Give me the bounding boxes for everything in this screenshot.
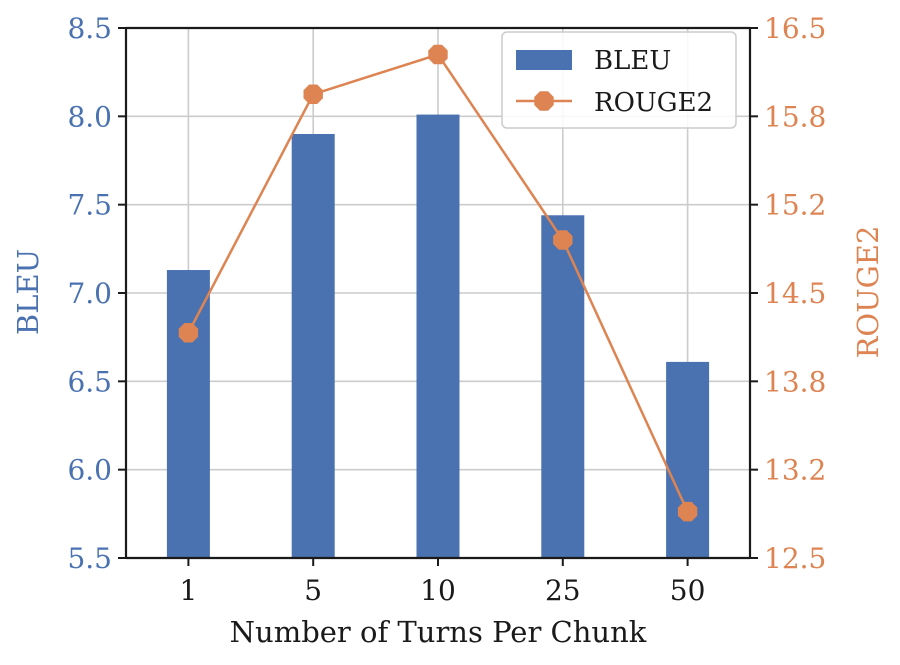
y-axis-right-label: ROUGE2 [851, 226, 885, 359]
legend-bleu-swatch [516, 50, 572, 70]
bleu-bar [291, 134, 335, 558]
y-left-tick-label: 8.5 [67, 12, 112, 45]
bleu-bar [166, 270, 210, 558]
bleu-bar [541, 215, 585, 558]
legend-bleu-label: BLEU [594, 46, 671, 76]
rouge2-marker [553, 230, 573, 250]
rouge2-marker [677, 501, 698, 522]
y-left-tick-label: 7.5 [67, 189, 112, 222]
legend: BLEU ROUGE2 [501, 31, 737, 129]
y-left-tick-label: 6.5 [67, 365, 112, 398]
y-right-tick-label: 14.5 [764, 277, 826, 310]
y-left-tick-label: 7.0 [67, 277, 112, 310]
y-right-tick-label: 13.2 [764, 454, 826, 487]
y-right-tick-label: 16.5 [764, 12, 826, 45]
x-axis-label: Number of Turns Per Chunk [230, 615, 647, 649]
y-left-tick-label: 6.0 [67, 454, 112, 487]
legend-rouge2-label: ROUGE2 [594, 88, 713, 118]
legend-rouge2-marker [534, 91, 554, 111]
x-tick-label: 1 [179, 574, 197, 607]
bleu-bar [666, 361, 710, 558]
rouge2-marker [178, 323, 199, 343]
y-left-tick-label: 8.0 [67, 100, 112, 133]
rouge2-marker [303, 84, 323, 104]
axis-ticks: 5.5 6.0 6.5 7.0 7.5 8.0 8.5 12.5 13.2 13.8 14.5 15.… [67, 12, 826, 607]
y-right-tick-label: 12.5 [764, 542, 826, 575]
x-tick-label: 50 [670, 574, 706, 607]
y-right-tick-label: 15.8 [764, 100, 826, 133]
x-tick-label: 25 [545, 574, 581, 607]
rouge2-line [178, 44, 698, 522]
bleu-bar [416, 114, 460, 559]
y-right-tick-label: 13.8 [764, 365, 826, 398]
y-axis-left-label: BLEU [11, 249, 45, 335]
bleu-bars [166, 114, 710, 559]
x-tick-label: 5 [304, 574, 322, 607]
y-right-tick-label: 15.2 [764, 189, 826, 222]
x-tick-label: 10 [420, 574, 456, 607]
rouge2-marker [428, 44, 448, 65]
y-left-tick-label: 5.5 [67, 542, 112, 575]
